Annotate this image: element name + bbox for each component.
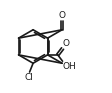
Text: O: O <box>59 11 66 20</box>
Text: Cl: Cl <box>24 73 33 82</box>
Text: OH: OH <box>63 62 76 71</box>
Text: O: O <box>63 39 70 48</box>
